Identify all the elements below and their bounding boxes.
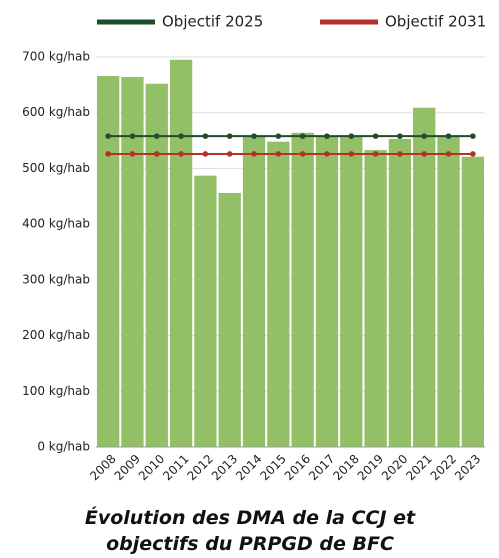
chart-title: Évolution des DMA de la CCJ et objectifs… [84, 507, 416, 555]
target-point [178, 151, 184, 157]
target-point [275, 133, 282, 139]
target-point [226, 133, 233, 139]
y-tick-label: 500 kg/hab [22, 161, 90, 175]
target-point [397, 151, 403, 157]
target-point [348, 133, 355, 139]
target-point [226, 151, 233, 157]
bar [267, 141, 290, 447]
target-point [153, 151, 160, 157]
target-point [397, 133, 403, 139]
x-tick-label: 2019 [355, 452, 386, 483]
target-point [251, 151, 257, 157]
target-point [445, 133, 452, 139]
target-point [299, 133, 306, 139]
bar [315, 136, 339, 447]
bar [461, 156, 484, 447]
target-point [251, 133, 257, 139]
target-point [129, 133, 136, 139]
target-point [324, 133, 330, 139]
bar [242, 136, 266, 447]
x-tick-label: 2020 [379, 452, 410, 483]
target-point [470, 133, 476, 139]
target-point [129, 151, 136, 157]
x-tick-label: 2022 [428, 452, 459, 483]
x-tick-label: 2016 [282, 452, 313, 483]
target-point [372, 151, 379, 157]
bar [194, 175, 217, 447]
target-point [348, 151, 355, 157]
target-point [105, 133, 111, 139]
target-point [421, 133, 428, 139]
bar [121, 77, 144, 448]
legend-label: Objectif 2031 [385, 13, 486, 31]
x-tick-label: 2009 [112, 452, 143, 483]
bar [437, 136, 460, 447]
y-tick-label: 0 kg/hab [37, 440, 90, 454]
y-tick-label: 700 kg/hab [22, 50, 90, 64]
target-point [372, 133, 379, 139]
x-tick-label: 2015 [257, 452, 288, 483]
x-tick-label: 2018 [330, 452, 361, 483]
bar [218, 192, 241, 447]
target-point [299, 151, 306, 157]
target-point [153, 133, 160, 139]
chart: 0 kg/hab 100 kg/hab 200 kg/hab 300 kg/hab 40… [22, 13, 486, 484]
bar [413, 107, 436, 447]
y-tick-label: 200 kg/hab [22, 328, 90, 342]
target-point [421, 151, 428, 157]
y-tick-label: 300 kg/hab [22, 272, 90, 286]
target-point [202, 151, 209, 157]
x-tick-label: 2013 [209, 452, 240, 483]
target-point [445, 151, 452, 157]
target-point [105, 151, 111, 157]
bar [169, 59, 193, 448]
bar [291, 132, 314, 447]
y-tick-label: 400 kg/hab [22, 217, 90, 231]
target-point [324, 151, 330, 157]
x-tick-label: 2023 [452, 452, 483, 483]
x-tick-label: 2010 [136, 452, 167, 483]
x-tick-label: 2012 [185, 452, 216, 483]
x-tick-label: 2014 [233, 452, 264, 483]
target-point [470, 151, 476, 157]
target-point [275, 151, 282, 157]
y-tick-label: 100 kg/hab [22, 384, 90, 398]
x-tick-label: 2021 [403, 452, 434, 483]
x-tick-label: 2017 [306, 452, 337, 483]
bar [97, 75, 120, 447]
bar [145, 83, 168, 447]
x-tick-label: 2008 [87, 452, 118, 483]
bar [340, 136, 363, 447]
bar [388, 138, 412, 447]
y-tick-label: 600 kg/hab [22, 105, 90, 119]
legend-label: Objectif 2025 [162, 13, 263, 31]
bar [364, 150, 387, 448]
x-tick-label: 2011 [160, 452, 191, 483]
target-point [178, 133, 184, 139]
target-point [202, 133, 209, 139]
